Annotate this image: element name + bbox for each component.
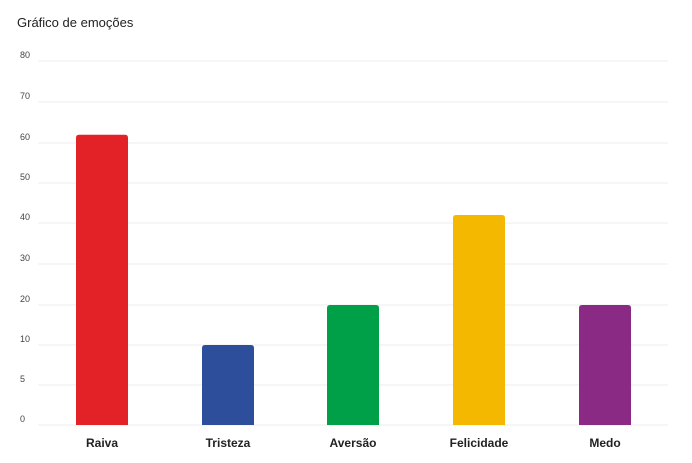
chart-title: Gráfico de emoções: [17, 15, 134, 30]
bar-tristeza: [202, 345, 254, 425]
bars: [76, 134, 631, 426]
bar-aversão: [327, 305, 379, 425]
bar-medo: [579, 305, 631, 425]
x-axis-labels: Raiva Tristeza Aversão Felicidade Medo: [86, 436, 621, 450]
x-tick-label: Medo: [589, 436, 620, 450]
y-tick-label: 70: [20, 91, 30, 101]
x-tick-label: Aversão: [330, 436, 377, 450]
y-tick-label: 60: [20, 132, 30, 142]
x-tick-label: Tristeza: [206, 436, 251, 450]
y-tick-label: 50: [20, 172, 30, 182]
y-tick-label: 0: [20, 414, 25, 424]
y-tick-label: 80: [20, 50, 30, 60]
y-tick-label: 30: [20, 253, 30, 263]
bar-felicidade: [453, 215, 505, 425]
y-tick-label: 40: [20, 212, 30, 222]
y-tick-label: 20: [20, 294, 30, 304]
x-tick-label: Raiva: [86, 436, 118, 450]
x-tick-label: Felicidade: [450, 436, 509, 450]
y-tick-label: 10: [20, 334, 30, 344]
bar-raiva: [76, 134, 128, 426]
y-tick-label: 5: [20, 374, 25, 384]
